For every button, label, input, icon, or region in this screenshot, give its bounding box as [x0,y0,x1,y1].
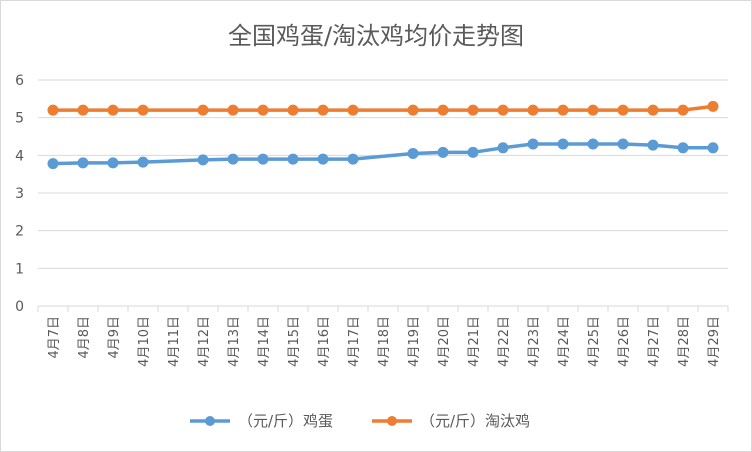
data-point [467,146,479,158]
series-line [53,104,714,112]
x-tick-label: 4月18日 [377,316,392,367]
data-point [47,104,59,116]
data-point [257,104,269,116]
x-tick-label: 4月25日 [587,316,602,367]
data-point [617,138,629,150]
data-point [407,147,419,159]
x-tick-label: 4月12日 [197,316,212,367]
data-point [257,153,269,165]
data-point [107,104,119,116]
data-point [707,100,719,112]
data-point [137,104,149,116]
x-tick-label: 4月13日 [227,316,242,367]
data-point [227,104,239,116]
legend-label: （元/斤）鸡蛋 [238,412,333,430]
x-tick-label: 4月10日 [137,316,152,367]
data-point [437,146,449,158]
x-tick-label: 4月28日 [677,316,692,367]
data-point [587,138,599,150]
data-point [317,153,329,165]
y-tick-label: 3 [15,186,24,202]
x-tick-label: 4月14日 [257,316,272,367]
data-point [47,158,59,170]
y-tick-label: 4 [15,148,24,164]
legend-label: （元/斤）淘汰鸡 [420,412,530,430]
data-point [497,142,509,154]
data-point [647,139,659,151]
y-tick-label: 0 [15,299,24,315]
data-point [617,104,629,116]
data-point [197,104,209,116]
x-tick-label: 4月17日 [347,316,362,367]
data-point [437,104,449,116]
data-point [287,104,299,116]
data-point [227,153,239,165]
data-point [347,153,359,165]
y-tick-label: 6 [15,73,24,89]
data-point [677,142,689,154]
x-tick-label: 4月26日 [617,316,632,367]
y-tick-label: 1 [15,261,24,277]
data-point [77,104,89,116]
legend-marker [387,416,397,426]
x-tick-label: 4月11日 [167,316,182,367]
chart-title: 全国鸡蛋/淘汰鸡均价走势图 [227,22,525,50]
data-point [347,104,359,116]
x-tick-label: 4月9日 [107,316,122,359]
x-tick-label: 4月20日 [437,316,452,367]
x-tick-label: 4月15日 [287,316,302,367]
x-tick-label: 4月7日 [47,316,62,359]
x-tick-label: 4月22日 [497,316,512,367]
data-point [137,156,149,168]
x-tick-label: 4月27日 [647,316,662,367]
x-tick-label: 4月8日 [77,316,92,359]
x-tick-label: 4月24日 [557,316,572,367]
x-tick-label: 4月16日 [317,316,332,367]
data-point [527,104,539,116]
data-point [557,138,569,150]
x-tick-label: 4月29日 [707,316,722,367]
data-point [647,104,659,116]
y-tick-label: 2 [15,224,24,240]
data-point [407,104,419,116]
y-tick-label: 5 [15,111,24,127]
x-tick-label: 4月23日 [527,316,542,367]
data-point [587,104,599,116]
data-point [497,104,509,116]
data-point [107,157,119,169]
series-line [52,142,713,166]
data-point [677,104,689,116]
data-point [527,138,539,150]
data-point [287,153,299,165]
x-tick-label: 4月19日 [407,316,422,367]
legend-marker [205,416,215,426]
data-point [317,104,329,116]
x-tick-label: 4月21日 [467,316,482,367]
data-point [467,104,479,116]
data-point [557,104,569,116]
data-point [77,157,89,169]
data-point [197,154,209,166]
data-point [707,142,719,154]
